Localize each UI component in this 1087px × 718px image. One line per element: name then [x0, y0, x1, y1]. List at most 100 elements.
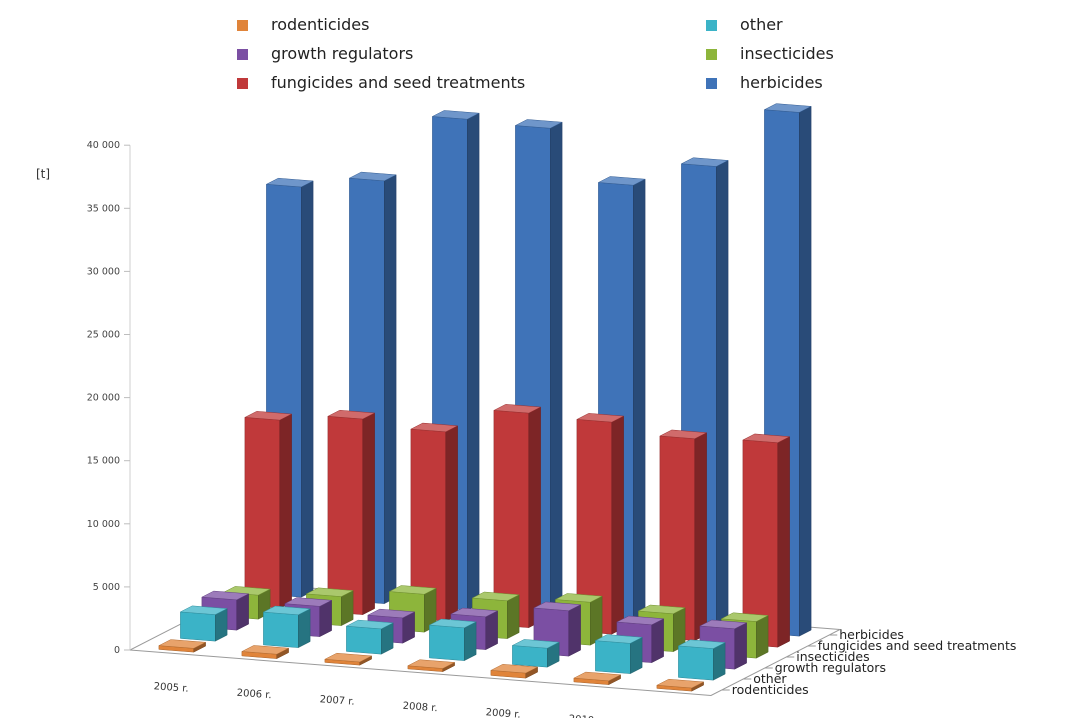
- legend-item: insecticides: [706, 44, 834, 63]
- y-tick-label: 25 000: [87, 330, 120, 341]
- bar-top-face: [533, 601, 582, 611]
- bar-top-face: [720, 612, 769, 622]
- bar-top-face: [573, 671, 622, 682]
- bar-front-face: [346, 625, 382, 655]
- legend-swatch: [237, 78, 248, 89]
- bar-side-face: [716, 160, 729, 631]
- bars: [158, 103, 812, 692]
- bar-side-face: [777, 436, 790, 648]
- legend-item: rodenticides: [237, 15, 369, 34]
- bar: [428, 618, 477, 662]
- bar: [158, 639, 207, 653]
- bar-top-face: [388, 585, 437, 595]
- bar-top-face: [284, 597, 333, 607]
- bar-top-face: [428, 618, 477, 629]
- bar: [262, 605, 311, 649]
- legend-item: other: [706, 15, 783, 34]
- bar-top-face: [514, 119, 563, 129]
- bar-side-face: [799, 105, 812, 637]
- bar-top-face: [241, 645, 290, 655]
- bar-top-face: [511, 639, 560, 649]
- series-axis-label: insecticides: [796, 649, 869, 664]
- y-tick-label: 35 000: [87, 203, 120, 214]
- x-tick-label: 2007 r.: [319, 694, 355, 707]
- bar-top-face: [410, 422, 459, 433]
- bar-top-face: [262, 605, 311, 616]
- bar-side-face: [528, 406, 541, 629]
- legend-item: fungicides and seed treatments: [237, 73, 525, 92]
- bar-top-face: [450, 607, 499, 618]
- bar-side-face: [319, 599, 332, 638]
- bar-top-face: [345, 619, 394, 630]
- bar-top-face: [677, 639, 726, 649]
- y-tick-label: 15 000: [87, 456, 120, 467]
- bar: [241, 645, 290, 660]
- bar-top-face: [201, 590, 250, 601]
- bar-top-face: [367, 608, 416, 619]
- legend-item: growth regulators: [237, 44, 413, 63]
- bar-front-face: [595, 640, 631, 674]
- bar-top-face: [763, 103, 812, 113]
- bar-side-face: [298, 608, 311, 649]
- bar: [345, 619, 394, 655]
- y-tick-label: 0: [114, 645, 120, 656]
- bar-top-face: [680, 157, 729, 167]
- series-axis-label: other: [753, 671, 787, 686]
- x-tick-label: 2005 r.: [153, 681, 189, 694]
- bar-side-face: [713, 642, 726, 681]
- legend-swatch: [706, 49, 717, 60]
- bar: [410, 422, 459, 622]
- bar: [179, 605, 228, 642]
- series-axis-label: growth regulators: [775, 660, 886, 675]
- bar-top-face: [493, 404, 542, 414]
- bar-top-face: [244, 411, 293, 421]
- bar: [677, 639, 726, 681]
- bar-side-face: [301, 180, 314, 598]
- legend-label: other: [740, 15, 783, 34]
- bar-top-face: [616, 615, 665, 626]
- legend: rodenticides other growth regulators insect…: [237, 15, 834, 92]
- series-axis-label: fungicides and seed treatments: [818, 638, 1017, 653]
- bar-top-face: [327, 409, 376, 420]
- bar-top-face: [179, 605, 228, 615]
- series-axis-label: rodenticides: [732, 682, 809, 697]
- bar: [327, 409, 376, 616]
- bar-top-face: [490, 664, 539, 674]
- bar-top-face: [471, 591, 520, 602]
- bar-side-face: [279, 413, 292, 609]
- bar-side-face: [445, 425, 458, 622]
- y-tick-label: 40 000: [87, 140, 120, 151]
- bar-top-face: [305, 587, 354, 597]
- bar-top-face: [597, 176, 646, 186]
- bar-top-face: [348, 171, 397, 182]
- bar-top-face: [407, 659, 456, 669]
- bar-side-face: [694, 432, 707, 642]
- bar-side-face: [651, 618, 664, 664]
- bar-front-face: [429, 624, 465, 661]
- bar-top-face: [699, 619, 748, 630]
- bar-top-face: [554, 593, 603, 603]
- legend-swatch: [706, 20, 717, 31]
- bar: [490, 664, 539, 679]
- bar-side-face: [507, 594, 520, 640]
- bar-side-face: [568, 604, 581, 657]
- x-tick-label: 2008 r.: [402, 701, 438, 714]
- bar: [573, 671, 622, 686]
- bar-side-face: [756, 615, 769, 659]
- bar-front-face: [263, 611, 299, 648]
- bar-top-face: [431, 110, 480, 120]
- bar-front-face: [180, 611, 216, 642]
- bar-top-face: [158, 639, 207, 649]
- legend-swatch: [237, 49, 248, 60]
- bar-side-face: [384, 174, 397, 605]
- bar-top-face: [656, 678, 705, 689]
- bar-top-face: [324, 652, 373, 663]
- legend-label: growth regulators: [271, 44, 413, 63]
- y-tick-label: 5 000: [93, 582, 120, 593]
- bar-front-face: [678, 645, 714, 681]
- y-tick-label: 10 000: [87, 519, 120, 530]
- bar-top-face: [659, 429, 708, 439]
- x-tick-label: 2010 r.: [568, 714, 604, 718]
- bar: [656, 678, 705, 692]
